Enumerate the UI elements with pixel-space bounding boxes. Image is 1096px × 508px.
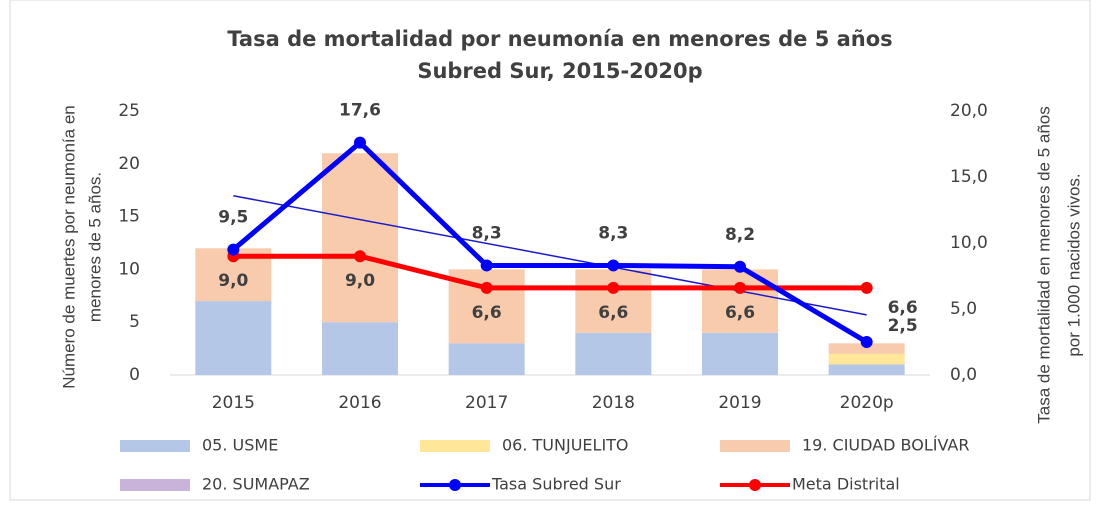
data-label: 2,5 bbox=[888, 316, 918, 336]
data-label: 17,6 bbox=[339, 101, 381, 121]
data-label: 9,5 bbox=[218, 208, 248, 228]
legend-marker bbox=[749, 479, 761, 491]
data-label: 6,6 bbox=[598, 303, 628, 323]
data-label: 9,0 bbox=[345, 271, 375, 291]
legend-swatch bbox=[720, 440, 790, 452]
bar-segment bbox=[195, 301, 272, 375]
x-tick-label: 2018 bbox=[592, 393, 635, 413]
x-tick-label: 2020p bbox=[840, 393, 894, 413]
bar-segment bbox=[322, 322, 398, 375]
y2-axis-title-line: por 1.000 nacidos vivos. bbox=[1064, 173, 1083, 356]
y2-tick-label: 20,0 bbox=[950, 101, 988, 121]
x-tick-label: 2015 bbox=[212, 393, 255, 413]
y2-tick-label: 15,0 bbox=[950, 167, 988, 187]
chart-subtitle: Subred Sur, 2015-2020p bbox=[417, 59, 702, 83]
bar-segment bbox=[575, 269, 652, 333]
data-label: 8,3 bbox=[598, 223, 628, 243]
chart-frame bbox=[9, 0, 1091, 501]
line-series bbox=[233, 253, 867, 291]
line-marker bbox=[607, 281, 620, 294]
line-marker bbox=[227, 243, 240, 256]
legend-label: 19. CIUDAD BOLÍVAR bbox=[802, 436, 969, 455]
line-marker bbox=[734, 260, 746, 273]
legend-swatch bbox=[420, 440, 490, 452]
y-tick-label: 5 bbox=[129, 312, 140, 332]
line-marker bbox=[354, 136, 366, 149]
data-label: 8,3 bbox=[472, 223, 502, 243]
line-marker bbox=[480, 259, 493, 272]
legend-swatch bbox=[120, 479, 190, 491]
bar-segment bbox=[828, 353, 905, 365]
y-axis-title-line: Número de muertes por neumonía en bbox=[59, 105, 78, 389]
y2-axis-title-line: Tasa de mortalidad en menores de 5 años bbox=[1034, 106, 1053, 424]
y-tick-label: 0 bbox=[129, 365, 140, 385]
legend-label: Tasa Subred Sur bbox=[491, 475, 621, 494]
line-marker bbox=[354, 250, 366, 263]
y-axis-title: Número de muertes por neumonía en menore… bbox=[59, 105, 104, 389]
x-tick-label: 2017 bbox=[465, 393, 508, 413]
data-label: 9,0 bbox=[218, 271, 248, 291]
y-tick-label: 10 bbox=[118, 259, 140, 279]
chart-title: Tasa de mortalidad por neumonía en menor… bbox=[227, 27, 892, 51]
y2-axis-title: Tasa de mortalidad en menores de 5 años … bbox=[1034, 106, 1083, 424]
line-marker bbox=[607, 259, 620, 272]
x-tick-label: 2019 bbox=[718, 393, 761, 413]
legend-marker bbox=[449, 479, 461, 491]
line-series bbox=[231, 140, 868, 345]
legend-label: 06. TUNJUELITO bbox=[502, 436, 629, 455]
bar-segment bbox=[828, 343, 905, 354]
y-tick-label: 15 bbox=[118, 207, 140, 227]
y-tick-label: 20 bbox=[118, 154, 140, 174]
legend-label: 20. SUMAPAZ bbox=[202, 475, 310, 494]
trendline bbox=[233, 194, 867, 316]
bar-segment bbox=[702, 269, 778, 333]
legend-swatch bbox=[120, 440, 190, 452]
line-marker bbox=[860, 336, 873, 348]
y-tick-label: 25 bbox=[118, 101, 140, 121]
data-label: 6,6 bbox=[725, 303, 755, 323]
x-tick-label: 2016 bbox=[338, 393, 381, 413]
bar-segment bbox=[575, 332, 652, 375]
bar-segment bbox=[322, 153, 398, 323]
legend-label: Meta Distrital bbox=[792, 475, 900, 494]
bar-segment bbox=[448, 343, 525, 375]
line-marker bbox=[734, 281, 746, 294]
bar-segment bbox=[828, 364, 905, 375]
bar-segment bbox=[702, 332, 778, 375]
data-label: 8,2 bbox=[725, 225, 755, 245]
data-label: 6,6 bbox=[472, 303, 502, 323]
y2-tick-label: 10,0 bbox=[950, 233, 988, 253]
y2-tick-label: 5,0 bbox=[950, 299, 977, 319]
data-label: 6,6 bbox=[888, 298, 918, 318]
line-marker bbox=[480, 281, 493, 294]
y2-tick-label: 0,0 bbox=[950, 365, 977, 385]
line-marker bbox=[860, 281, 873, 294]
legend-label: 05. USME bbox=[202, 436, 278, 455]
y-axis-title-line: menores de 5 años. bbox=[85, 172, 104, 322]
